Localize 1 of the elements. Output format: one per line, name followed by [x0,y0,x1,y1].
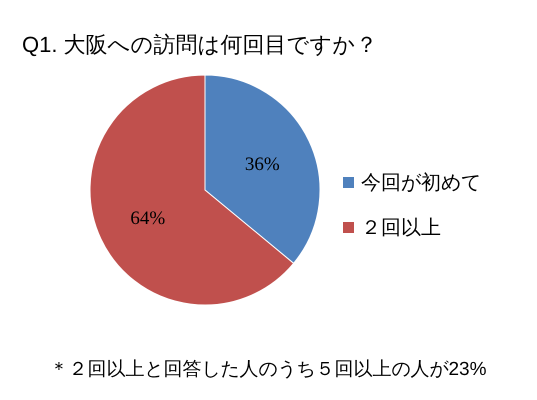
title: Q1. 大阪への訪問は何回目ですか？ [22,32,378,57]
